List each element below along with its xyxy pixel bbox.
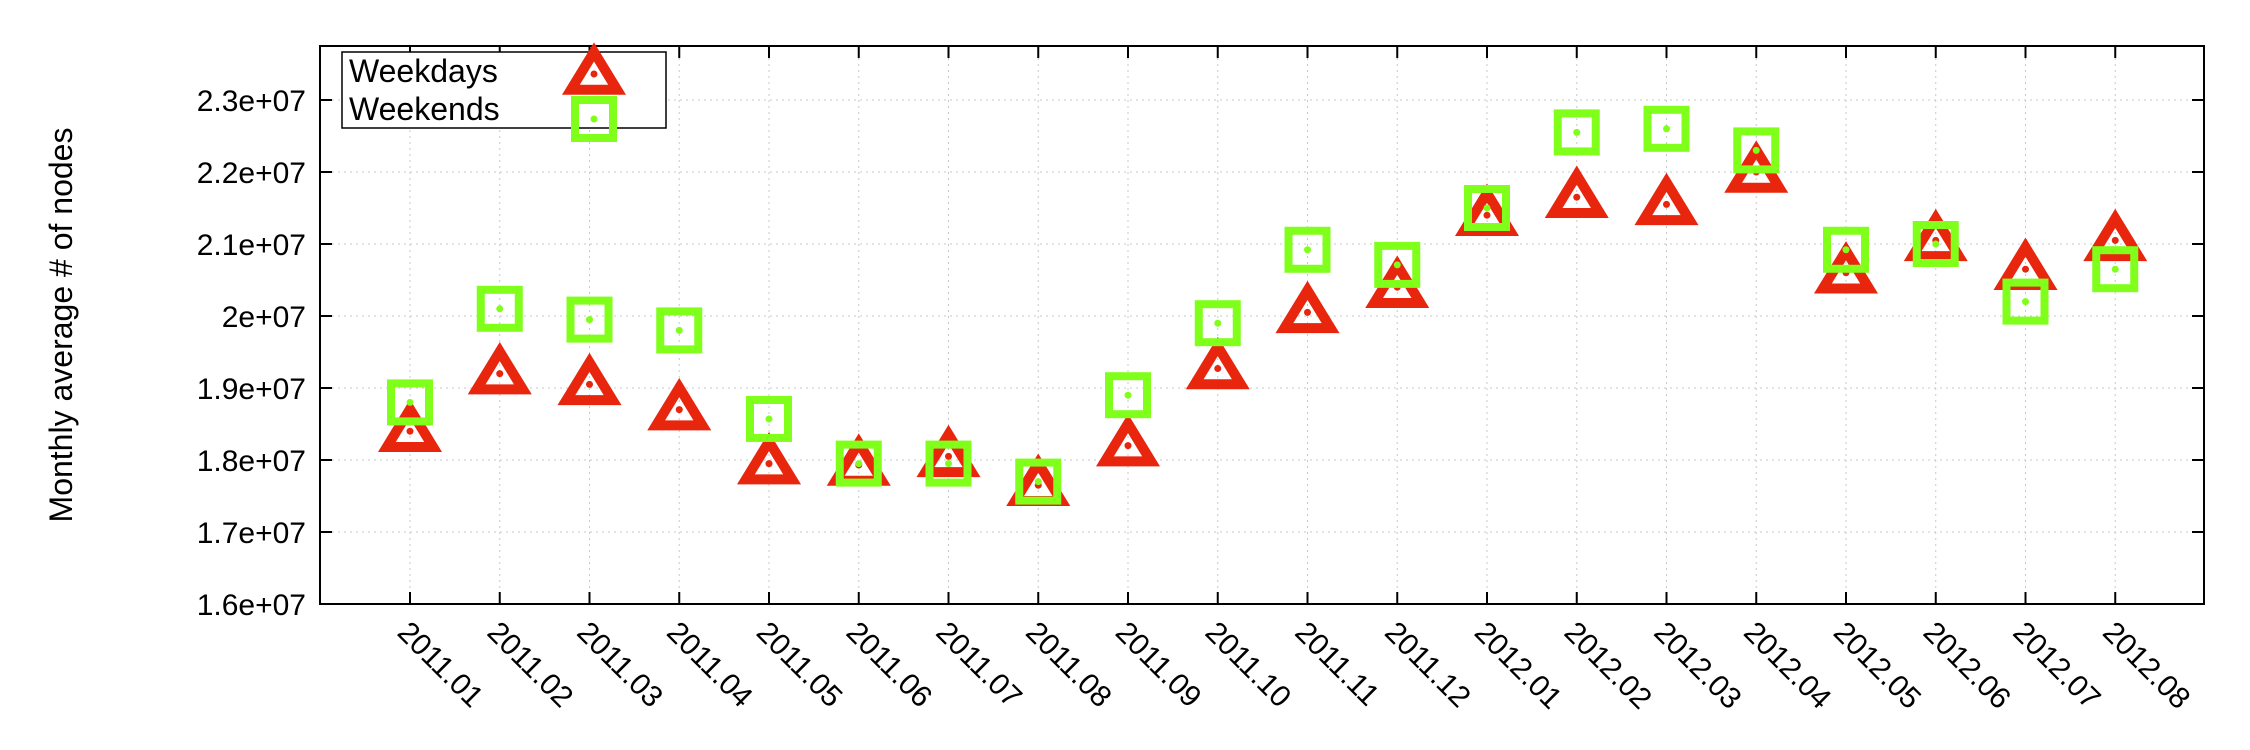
y-axis-ticks: 1.6e+07 1.7e+07 1.8e+07 1.9e+07 2e+07 2.1e+07…: [197, 85, 2204, 622]
plot-area: [319, 45, 2205, 605]
weekdays-point: [916, 424, 981, 478]
weekdays-point: [1095, 413, 1161, 467]
x-tick-label: 2011.11: [1289, 616, 1386, 713]
weekdays-point: [1185, 336, 1250, 390]
weekends-point: [1553, 109, 1600, 156]
weekends-point: [476, 285, 523, 332]
x-tick-label: 2011.06: [840, 616, 938, 714]
weekdays-point: [557, 352, 622, 406]
weekdays-point: [647, 377, 712, 431]
legend-label: Weekends: [349, 91, 500, 127]
x-tick-label: 2011.01: [391, 616, 489, 714]
weekends-point: [2092, 246, 2139, 293]
weekdays-point: [2083, 208, 2148, 262]
legend-weekdays-marker: [561, 42, 627, 95]
x-tick-label: 2011.08: [1019, 616, 1117, 714]
series-weekdays: [377, 140, 2148, 506]
x-tick-label: 2011.09: [1109, 616, 1207, 714]
weekdays-point: [377, 399, 443, 452]
x-tick-label: 2012.04: [1737, 616, 1837, 716]
x-tick-label: 2012.01: [1468, 616, 1568, 716]
weekends-point: [1105, 372, 1151, 419]
x-tick-label: 2011.12: [1378, 616, 1476, 714]
weekends-point: [387, 379, 433, 426]
x-tick-label: 2011.03: [571, 616, 669, 714]
weekdays-point: [1544, 165, 1609, 218]
weekends-point: [1284, 226, 1331, 273]
weekends-point: [1733, 127, 1780, 174]
weekends-point: [835, 440, 882, 487]
y-tick-label: 1.9e+07: [197, 373, 306, 406]
weekdays-point: [1275, 280, 1340, 334]
weekends-point: [1015, 458, 1062, 505]
legend-label: Weekdays: [349, 53, 498, 89]
x-tick-label: 2012.05: [1827, 616, 1927, 716]
x-tick-label: 2012.07: [2007, 616, 2107, 716]
weekends-point: [746, 395, 792, 442]
x-tick-label: 2011.02: [481, 616, 579, 714]
weekends-point: [925, 440, 972, 487]
y-tick-label: 2.2e+07: [197, 157, 306, 190]
y-tick-label: 2.3e+07: [197, 85, 306, 118]
weekends-point: [1464, 185, 1510, 231]
x-tick-label: 2012.03: [1648, 616, 1748, 716]
data-marks: [377, 105, 2148, 506]
weekdays-point: [467, 341, 532, 395]
legend-weekends-marker: [571, 96, 617, 142]
grid: [320, 46, 2204, 605]
x-tick-label: 2012.02: [1558, 616, 1658, 716]
x-tick-label: 2011.10: [1199, 616, 1297, 714]
weekends-point: [1194, 300, 1241, 347]
y-axis-title: Monthly average # of nodes: [43, 128, 79, 523]
y-tick-label: 1.8e+07: [197, 445, 306, 478]
weekends-point: [1374, 241, 1421, 288]
series-weekends: [387, 105, 2139, 505]
weekends-point: [1823, 226, 1869, 273]
y-tick-label: 2e+07: [222, 301, 306, 334]
x-axis-ticks: 2011.012011.022011.032011.042011.052011.…: [391, 46, 2196, 716]
weekdays-point: [736, 431, 802, 485]
weekends-point: [566, 296, 613, 343]
x-tick-label: 2011.07: [930, 616, 1028, 714]
weekends-point: [656, 307, 703, 354]
x-tick-label: 2012.08: [2096, 616, 2196, 716]
weekdays-point: [1634, 172, 1699, 226]
x-tick-label: 2011.05: [750, 616, 848, 714]
weekends-point: [2002, 278, 2049, 325]
weekends-point: [1912, 221, 1959, 267]
weekends-point: [1643, 105, 1690, 152]
y-tick-label: 2.1e+07: [197, 229, 306, 262]
x-tick-label: 2012.06: [1917, 616, 2017, 716]
x-tick-label: 2011.04: [660, 616, 758, 714]
y-tick-label: 1.7e+07: [197, 517, 306, 550]
y-tick-label: 1.6e+07: [197, 589, 306, 622]
